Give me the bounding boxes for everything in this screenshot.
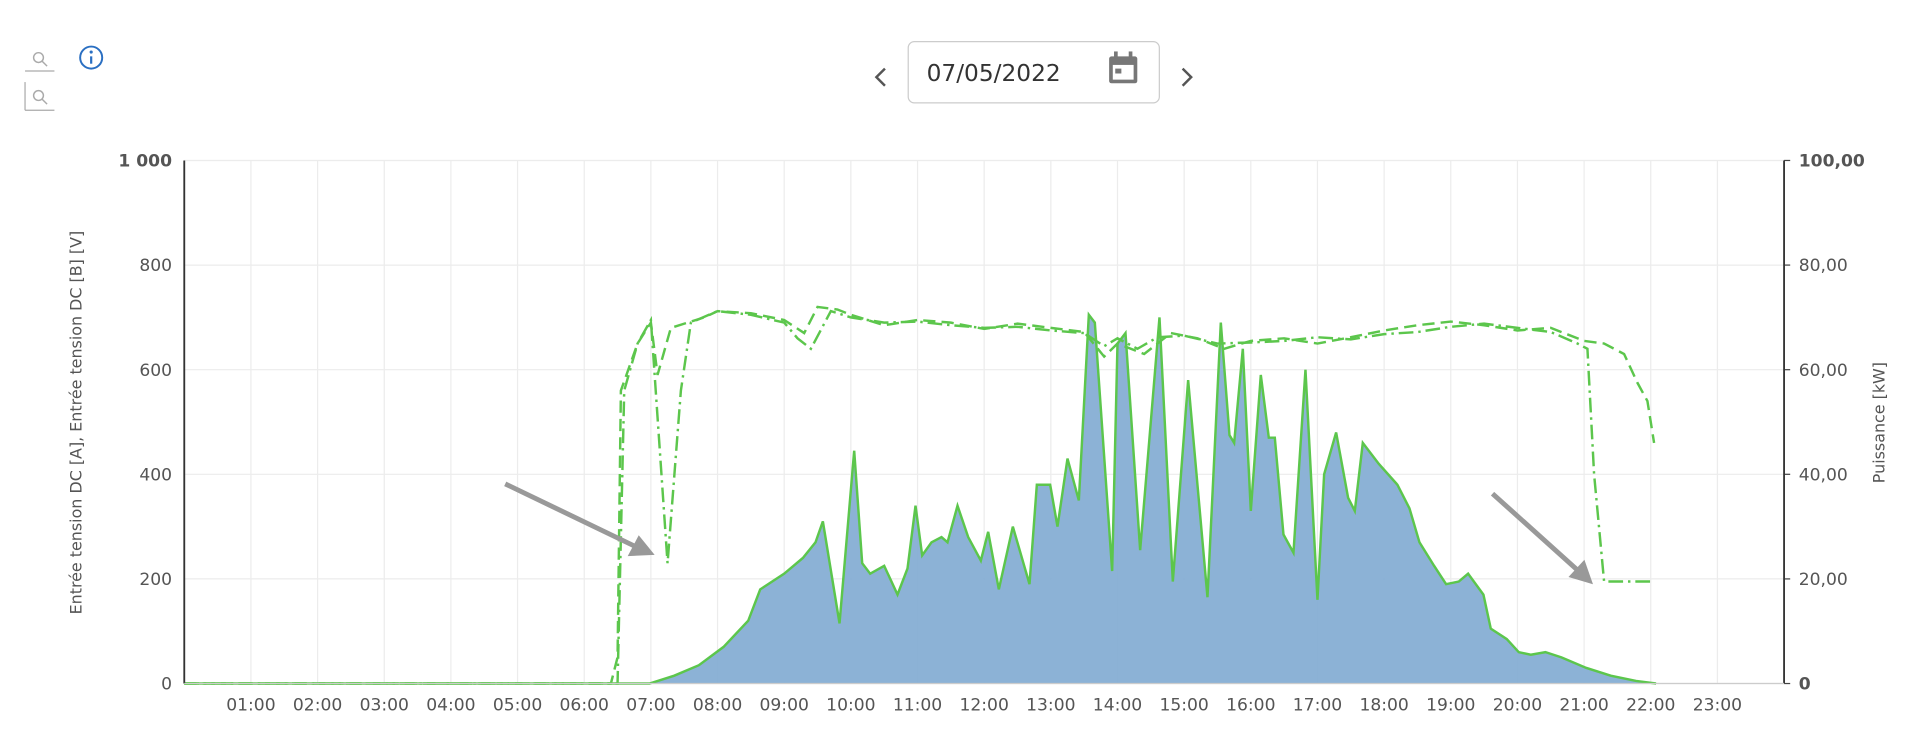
zoom-reset-button[interactable] xyxy=(24,82,55,111)
y-tick-label: 0 xyxy=(161,675,172,695)
x-tick-label: 18:00 xyxy=(1359,695,1408,715)
x-tick-label: 04:00 xyxy=(426,695,475,715)
x-tick-label: 15:00 xyxy=(1159,695,1208,715)
y-axis-title: Entrée tension DC [A], Entrée tension DC… xyxy=(66,231,85,615)
calendar-icon[interactable] xyxy=(1109,51,1138,84)
y2-tick-label: 60,00 xyxy=(1799,361,1848,381)
x-tick-label: 13:00 xyxy=(1026,695,1075,715)
y2-axis-title: Puissance [kW] xyxy=(1870,362,1889,483)
y2-tick-label: 100,00 xyxy=(1799,152,1865,172)
zoom-in-button[interactable] xyxy=(25,51,55,72)
y-tick-label: 400 xyxy=(139,465,172,485)
y2-tick-label: 80,00 xyxy=(1799,256,1848,276)
y-tick-label: 1 000 xyxy=(118,152,172,172)
x-tick-label: 12:00 xyxy=(959,695,1008,715)
y2-tick-label: 40,00 xyxy=(1799,465,1848,485)
y2-tick-label: 0 xyxy=(1799,675,1811,695)
y2-tick-label: 20,00 xyxy=(1799,570,1848,590)
voltage-line xyxy=(184,305,1656,685)
date-picker[interactable] xyxy=(907,41,1160,104)
x-tick-label: 21:00 xyxy=(1559,695,1608,715)
power-area xyxy=(184,314,1657,684)
x-tick-label: 16:00 xyxy=(1226,695,1275,715)
prev-day-button[interactable] xyxy=(874,67,886,87)
annotation-arrow xyxy=(504,481,655,557)
x-tick-label: 03:00 xyxy=(360,695,409,715)
x-tick-label: 17:00 xyxy=(1293,695,1342,715)
next-day-button[interactable] xyxy=(1181,67,1193,87)
date-text: 07/05/2022 xyxy=(927,60,1061,87)
power-line xyxy=(184,311,1657,685)
x-tick-label: 19:00 xyxy=(1426,695,1475,715)
info-button[interactable] xyxy=(79,45,104,70)
x-tick-label: 23:00 xyxy=(1693,695,1742,715)
x-tick-label: 02:00 xyxy=(293,695,342,715)
x-tick-label: 06:00 xyxy=(560,695,609,715)
y-tick-label: 600 xyxy=(139,361,172,381)
x-tick-label: 10:00 xyxy=(826,695,875,715)
x-tick-label: 20:00 xyxy=(1493,695,1542,715)
y-tick-label: 200 xyxy=(139,570,172,590)
x-tick-label: 08:00 xyxy=(693,695,742,715)
voltage-line xyxy=(184,309,1655,685)
annotation-arrow xyxy=(1490,491,1593,585)
x-tick-label: 09:00 xyxy=(760,695,809,715)
x-tick-label: 22:00 xyxy=(1626,695,1675,715)
x-tick-label: 05:00 xyxy=(493,695,542,715)
x-tick-label: 11:00 xyxy=(893,695,942,715)
plot: 01:00 02:00 03:00 04:00 05:00 06:00 07:00 08:00… xyxy=(118,152,1865,716)
x-tick-label: 14:00 xyxy=(1093,695,1142,715)
x-tick-label: 07:00 xyxy=(626,695,675,715)
x-tick-label: 01:00 xyxy=(226,695,275,715)
y-tick-label: 800 xyxy=(139,256,172,276)
